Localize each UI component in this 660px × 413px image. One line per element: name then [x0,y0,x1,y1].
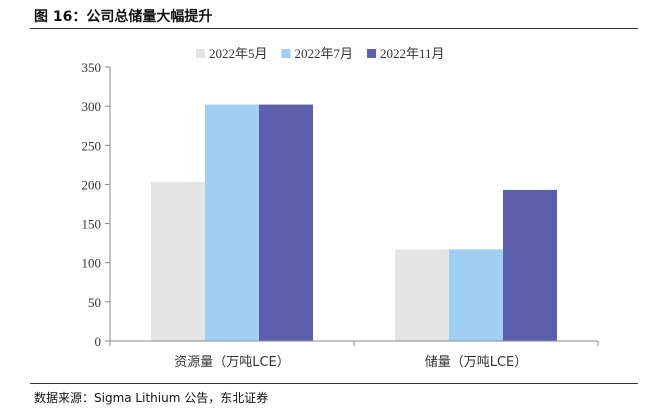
x-category-label: 资源量（万吨LCE） [174,355,290,370]
x-category-label: 储量（万吨LCE） [425,355,528,370]
top-rule [30,28,638,29]
bar [259,104,313,341]
legend-label: 2022年7月 [295,46,354,61]
y-tick-label: 50 [88,295,101,310]
y-tick-label: 150 [82,217,102,232]
legend-swatch [196,49,205,58]
legend-swatch [281,49,291,58]
legend-label: 2022年5月 [209,46,268,61]
bar [503,189,557,341]
figure-title: 图 16：公司总储量大幅提升 [34,9,213,25]
y-tick-label: 300 [82,99,102,114]
y-tick-label: 0 [95,334,102,349]
bar [205,104,259,341]
legend: 2022年5月 2022年7月 2022年11月 [196,46,445,61]
bar [395,249,449,341]
y-tick-label: 350 [82,60,102,75]
y-axis: 0 50 100 150 200 250 300 350 [82,60,111,349]
legend-label: 2022年11月 [380,46,445,61]
y-tick-label: 100 [82,256,102,271]
legend-swatch [367,49,377,58]
figure-source: 数据来源：Sigma Lithium 公告，东北证券 [34,391,269,405]
bars [151,104,557,341]
bar [449,249,503,341]
x-axis: 资源量（万吨LCE） 储量（万吨LCE） [109,340,599,370]
bar-chart: 2022年5月 2022年7月 2022年11月 0 50 100 150 200 250 30… [82,46,599,370]
bottom-rule [30,383,638,384]
y-tick-label: 200 [82,177,102,192]
bar [151,182,205,341]
y-tick-label: 250 [82,138,102,153]
